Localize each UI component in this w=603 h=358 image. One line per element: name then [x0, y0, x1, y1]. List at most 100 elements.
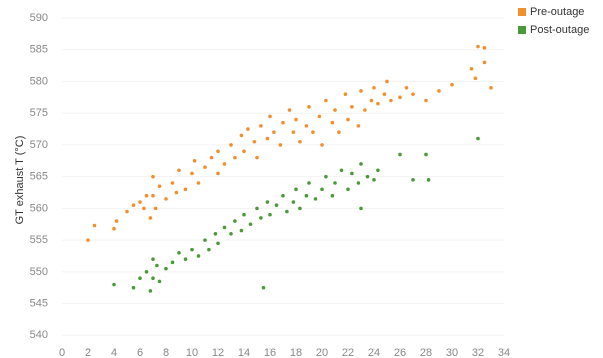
point — [114, 219, 119, 223]
point — [424, 152, 428, 157]
point — [337, 130, 341, 135]
point — [222, 162, 227, 166]
point — [148, 289, 153, 293]
point — [307, 105, 311, 109]
point — [207, 247, 211, 252]
legend-label: Post-outage — [530, 24, 589, 36]
point — [333, 108, 337, 112]
point — [359, 206, 363, 211]
point — [346, 117, 350, 122]
point — [350, 171, 354, 176]
point — [298, 139, 302, 144]
point — [476, 136, 480, 141]
point — [229, 231, 233, 236]
point — [268, 212, 272, 217]
point — [343, 92, 348, 96]
x-tick-label: 30 — [446, 347, 458, 358]
x-tick-label: 24 — [368, 347, 380, 358]
point — [320, 143, 324, 147]
point — [363, 108, 367, 112]
x-tick-label: 2 — [85, 347, 91, 358]
point — [313, 197, 318, 201]
point — [437, 89, 441, 93]
y-tick-label: 575 — [30, 107, 48, 119]
point — [294, 187, 298, 192]
point — [424, 98, 428, 103]
point — [190, 247, 194, 252]
x-tick-label: 14 — [238, 347, 250, 358]
point — [164, 197, 168, 201]
x-tick-label: 12 — [212, 347, 224, 358]
point — [92, 223, 97, 228]
point — [138, 276, 142, 280]
point — [291, 200, 296, 204]
point — [268, 114, 272, 119]
point — [246, 127, 250, 131]
point — [170, 260, 175, 265]
point — [112, 282, 116, 287]
point — [281, 120, 285, 125]
point — [144, 270, 149, 274]
point — [196, 254, 201, 258]
y-tick-label: 545 — [30, 297, 48, 309]
point — [426, 178, 431, 182]
point — [333, 181, 337, 185]
point — [450, 82, 454, 87]
point — [376, 101, 380, 106]
point — [473, 76, 478, 81]
point — [294, 117, 298, 122]
point — [372, 178, 376, 182]
y-tick-label: 550 — [30, 266, 48, 278]
point — [261, 285, 266, 290]
point — [404, 86, 409, 90]
point — [125, 209, 129, 214]
point — [170, 181, 175, 185]
point — [242, 212, 246, 217]
point — [359, 162, 363, 166]
x-tick-label: 0 — [59, 347, 65, 358]
point — [229, 143, 233, 147]
x-tick-label: 34 — [498, 347, 510, 358]
point — [183, 187, 188, 192]
point — [203, 165, 207, 169]
y-tick-label: 540 — [30, 329, 48, 341]
point — [222, 225, 227, 230]
point — [398, 95, 402, 100]
point — [233, 155, 237, 160]
point — [183, 257, 188, 261]
point — [196, 181, 201, 185]
x-tick-label: 10 — [186, 347, 198, 358]
point — [356, 124, 361, 128]
point — [239, 228, 244, 233]
point — [330, 193, 335, 198]
y-tick-label: 560 — [30, 202, 48, 214]
point — [372, 86, 376, 90]
x-tick-label: 16 — [264, 347, 276, 358]
y-tick-label: 570 — [30, 139, 48, 151]
point — [389, 98, 393, 103]
point — [138, 200, 142, 204]
point — [482, 60, 487, 65]
point — [265, 136, 270, 141]
point — [274, 203, 279, 208]
point — [164, 266, 168, 271]
point — [142, 206, 146, 211]
point — [155, 263, 159, 268]
point — [382, 92, 387, 96]
y-axis-title: GT exhaust T (°C) — [14, 136, 26, 225]
point — [259, 124, 263, 128]
x-tick-label: 18 — [290, 347, 302, 358]
x-tick-label: 28 — [420, 347, 432, 358]
x-tick-label: 8 — [163, 347, 169, 358]
point — [287, 108, 292, 112]
point — [339, 168, 344, 173]
point — [320, 187, 324, 192]
point — [324, 174, 328, 179]
point — [144, 193, 149, 198]
point — [131, 285, 136, 290]
point — [213, 231, 218, 236]
point — [489, 86, 493, 90]
point — [304, 124, 309, 128]
point — [255, 206, 259, 211]
